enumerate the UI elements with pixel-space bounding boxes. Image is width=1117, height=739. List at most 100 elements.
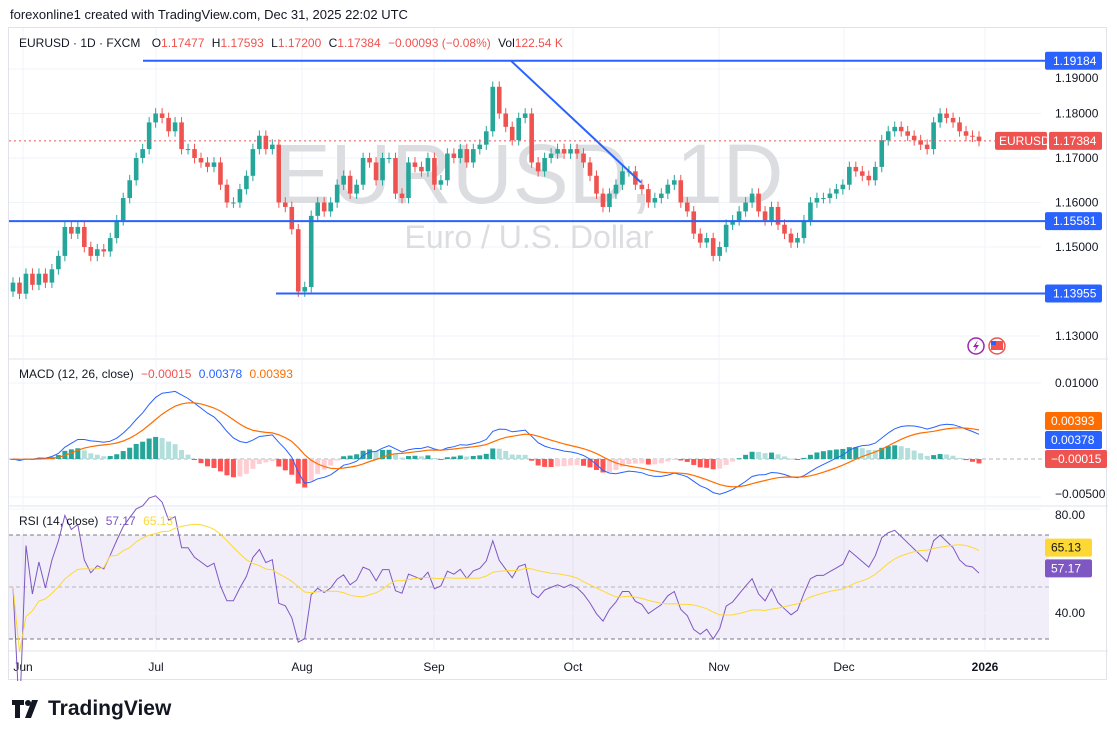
- candle-body: [490, 86, 496, 132]
- candle-body: [749, 193, 755, 203]
- candle-body: [671, 180, 677, 185]
- macd-histogram-bar: [393, 454, 399, 459]
- macd-histogram-bar: [937, 454, 943, 459]
- macd-legend[interactable]: MACD (12, 26, close) −0.00015 0.00378 0.…: [19, 367, 297, 381]
- candle-body: [49, 269, 55, 283]
- candle: [872, 161, 878, 186]
- macd-histogram-bar: [509, 454, 515, 459]
- candle-body: [568, 149, 573, 154]
- macd-histogram-bar: [820, 451, 826, 459]
- candle-body: [918, 140, 923, 145]
- price-tick-label: 1.15000: [1055, 240, 1099, 254]
- macd-histogram-bar: [814, 452, 820, 459]
- candle-body: [257, 135, 262, 150]
- candle-body: [646, 189, 651, 203]
- rsi-line: [12, 495, 980, 681]
- rsi-legend[interactable]: RSI (14, close) 57.17 65.13: [19, 514, 177, 528]
- rsi-badge: [1045, 559, 1092, 578]
- candle: [36, 268, 42, 291]
- rsi-tick-label: 80.00: [1055, 508, 1085, 522]
- candle: [898, 121, 904, 137]
- candle-body: [127, 180, 132, 199]
- candle-body: [328, 202, 333, 212]
- candle: [270, 139, 275, 155]
- macd-histogram-bar: [360, 450, 366, 459]
- macd-histogram-bar: [555, 459, 561, 467]
- macd-value-badge: [1045, 450, 1107, 468]
- macd-histogram-bar: [418, 456, 424, 459]
- macd-histogram-bar: [632, 459, 638, 464]
- candle: [425, 152, 431, 177]
- candle: [471, 143, 476, 168]
- candle-body: [88, 247, 94, 256]
- candle-body: [276, 144, 282, 203]
- open-value: 1.17477: [161, 36, 205, 50]
- x-tick-label: Oct: [564, 660, 583, 674]
- candle-body: [140, 149, 145, 158]
- macd-histogram-bar: [944, 454, 950, 459]
- candle: [509, 121, 515, 146]
- candle-body: [834, 189, 839, 194]
- macd-histogram-bar: [885, 446, 891, 459]
- candle-body: [853, 166, 859, 172]
- tradingview-logo-icon: [12, 700, 38, 718]
- candle-body: [179, 122, 184, 150]
- candle-body: [185, 149, 191, 151]
- candle-body: [17, 282, 22, 294]
- symbol-label[interactable]: EURUSD · 1D · FXCM: [19, 36, 141, 50]
- macd-histogram-bar: [568, 459, 574, 466]
- candle: [140, 143, 145, 164]
- macd-histogram-bar: [619, 459, 625, 467]
- candle: [762, 206, 768, 226]
- candle: [477, 139, 483, 155]
- macd-histogram-bar: [924, 455, 930, 459]
- candle: [419, 161, 424, 177]
- candle: [522, 108, 528, 124]
- macd-histogram-bar: [451, 456, 457, 459]
- macd-histogram-bar: [179, 450, 185, 459]
- candle-body: [289, 206, 295, 230]
- candle: [75, 221, 81, 239]
- candle-body: [717, 247, 722, 256]
- candle-body: [775, 206, 781, 225]
- macd-title: MACD (12, 26, close): [19, 367, 134, 381]
- candle: [23, 268, 29, 300]
- candle-body: [620, 171, 625, 185]
- candle: [43, 268, 48, 288]
- macd-histogram-bar: [794, 459, 800, 460]
- candle-body: [458, 149, 463, 158]
- candle-body: [639, 184, 645, 190]
- candle-body: [237, 189, 243, 203]
- macd-histogram-bar: [853, 447, 859, 459]
- candle: [568, 143, 573, 159]
- macd-histogram-bar: [743, 454, 749, 459]
- candle-body: [380, 158, 385, 181]
- candle-body: [548, 153, 554, 158]
- macd-histogram-bar: [282, 459, 288, 471]
- candle-body: [743, 202, 748, 212]
- candle: [101, 243, 107, 257]
- candle-body: [250, 149, 256, 176]
- candle-body: [976, 136, 982, 142]
- tradingview-logo[interactable]: TradingView: [12, 697, 171, 721]
- candle: [386, 152, 392, 164]
- candle: [678, 174, 684, 208]
- macd-histogram-bar: [652, 459, 658, 465]
- candle-body: [814, 198, 820, 203]
- x-tick-label: Dec: [833, 660, 854, 674]
- candle-body: [393, 158, 398, 194]
- macd-histogram-bar: [302, 459, 308, 488]
- candle: [535, 157, 541, 177]
- macd-histogram-bar: [879, 447, 885, 459]
- chart-canvas[interactable]: Jun Jul Aug Sep Oct Nov Dec 2026 1.13000 1.15000 1…: [9, 28, 1108, 681]
- candle-body: [270, 144, 275, 150]
- candle-body: [879, 140, 885, 167]
- candle: [438, 174, 444, 191]
- chart-frame[interactable]: Jun Jul Aug Sep Oct Nov Dec 2026 1.13000 1.15000 1…: [8, 27, 1108, 681]
- x-tick-label: Jun: [13, 660, 32, 674]
- candle: [866, 170, 872, 186]
- candle: [380, 152, 385, 186]
- candle-body: [821, 198, 826, 200]
- symbol-price-badge-label: EURUSD: [999, 134, 1050, 148]
- signal-line: [12, 402, 980, 488]
